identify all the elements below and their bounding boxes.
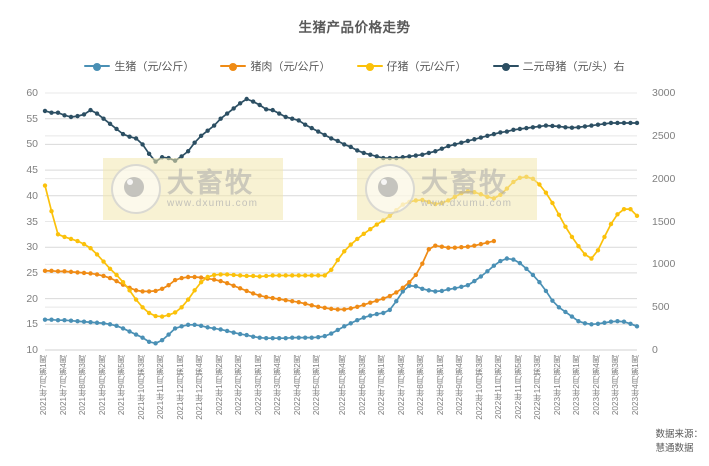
y-tick-left-5: 35	[26, 215, 38, 228]
x-tick-13: 2022年4月第2周	[292, 355, 302, 416]
x-tick-22: 2022年10月第3周	[474, 355, 484, 420]
x-tick-24: 2022年11月第5周	[513, 355, 523, 420]
y-tick-right-6: 3000	[652, 87, 676, 99]
series-3	[42, 96, 640, 164]
y-tick-left-9: 55	[26, 112, 38, 125]
x-tick-17: 2022年7月第1周	[377, 355, 387, 416]
y-tick-left-10: 60	[26, 87, 38, 99]
legend-label: 猪肉（元/公斤）	[250, 61, 331, 73]
y-tick-right-3: 1500	[652, 215, 676, 228]
x-tick-8: 2021年12月第4周	[195, 355, 205, 420]
y-tick-right-1: 500	[652, 301, 670, 314]
legend-marker-icon	[356, 61, 383, 71]
page-title: 生猪产品价格走势	[298, 20, 411, 35]
x-tick-3: 2021年9月第2周	[97, 355, 107, 416]
x-tick-4: 2021年9月第5周	[117, 355, 127, 416]
x-tick-1: 2021年7月第4周	[58, 355, 68, 416]
legend-label: 生猪（元/公斤）	[114, 61, 195, 73]
legend-label: 二元母猪（元/头）右	[522, 61, 625, 73]
x-tick-23: 2022年11月第2周	[494, 355, 504, 420]
y-tick-left-0: 10	[26, 344, 38, 356]
y-tick-right-4: 2000	[652, 172, 676, 185]
series-1	[42, 238, 497, 312]
x-tick-6: 2021年11月第2周	[156, 355, 166, 420]
legend-item-live-hog[interactable]: 生猪（元/公斤）	[84, 58, 194, 74]
gridlines	[45, 92, 637, 351]
x-tick-30: 2023年4月第1周	[631, 355, 640, 416]
series-0	[42, 256, 640, 346]
y-tick-right-2: 1000	[652, 258, 676, 271]
legend-marker-icon	[492, 61, 519, 71]
y-tick-left-4: 30	[26, 241, 38, 254]
x-tick-20: 2022年9月第1周	[435, 355, 445, 416]
y-tick-left-1: 15	[26, 318, 38, 331]
x-tick-15: 2022年5月第4周	[338, 355, 348, 416]
x-tick-10: 2022年2月第2周	[234, 355, 244, 416]
x-tick-26: 2023年1月第2周	[552, 355, 562, 416]
x-tick-25: 2022年12月第3周	[533, 355, 543, 420]
x-tick-28: 2023年2月第4周	[591, 355, 601, 416]
x-tick-11: 2022年3月第1周	[253, 355, 263, 416]
y-tick-left-3: 25	[26, 266, 38, 279]
legend-marker-icon	[220, 61, 247, 71]
x-tick-9: 2022年1月第2周	[214, 355, 224, 416]
y-tick-left-6: 40	[26, 189, 38, 202]
data-source-line2: 慧通数据	[655, 443, 694, 455]
x-tick-5: 2021年10月第3周	[136, 355, 146, 420]
legend-marker-icon	[84, 61, 111, 71]
x-tick-2: 2021年8月第3周	[78, 355, 88, 416]
chart-legend: 生猪（元/公斤） 猪肉（元/公斤） 仔猪（元/公斤） 二元母猪（元/头）右	[0, 58, 709, 74]
legend-item-pork[interactable]: 猪肉（元/公斤）	[220, 58, 331, 74]
y-tick-right-5: 2500	[652, 129, 676, 142]
x-tick-29: 2023年3月第3周	[611, 355, 621, 416]
x-tick-16: 2022年6月第3周	[357, 355, 367, 416]
x-tick-0: 2021年7月第1周	[39, 355, 48, 416]
y-tick-left-7: 45	[26, 164, 38, 177]
x-tick-12: 2022年3月第4周	[273, 355, 283, 416]
data-source-line1: 数据来源：	[655, 429, 703, 441]
legend-label: 仔猪（元/公斤）	[386, 61, 467, 73]
y-tick-left-8: 50	[26, 138, 38, 151]
y-tick-left-2: 20	[26, 292, 38, 305]
y-tick-right-0: 0	[652, 344, 658, 356]
x-tick-14: 2022年5月第1周	[312, 355, 322, 416]
x-tick-19: 2022年8月第3周	[416, 355, 426, 416]
x-tick-7: 2021年12月第1周	[175, 355, 185, 420]
x-tick-21: 2022年9月第4周	[455, 355, 465, 416]
legend-item-piglet[interactable]: 仔猪（元/公斤）	[356, 58, 467, 74]
legend-item-binary-sow[interactable]: 二元母猪（元/头）右	[492, 58, 625, 74]
x-tick-27: 2023年2月第1周	[572, 355, 582, 416]
data-source: 数据来源： 慧通数据	[655, 428, 703, 456]
x-tick-18: 2022年7月第4周	[396, 355, 406, 416]
